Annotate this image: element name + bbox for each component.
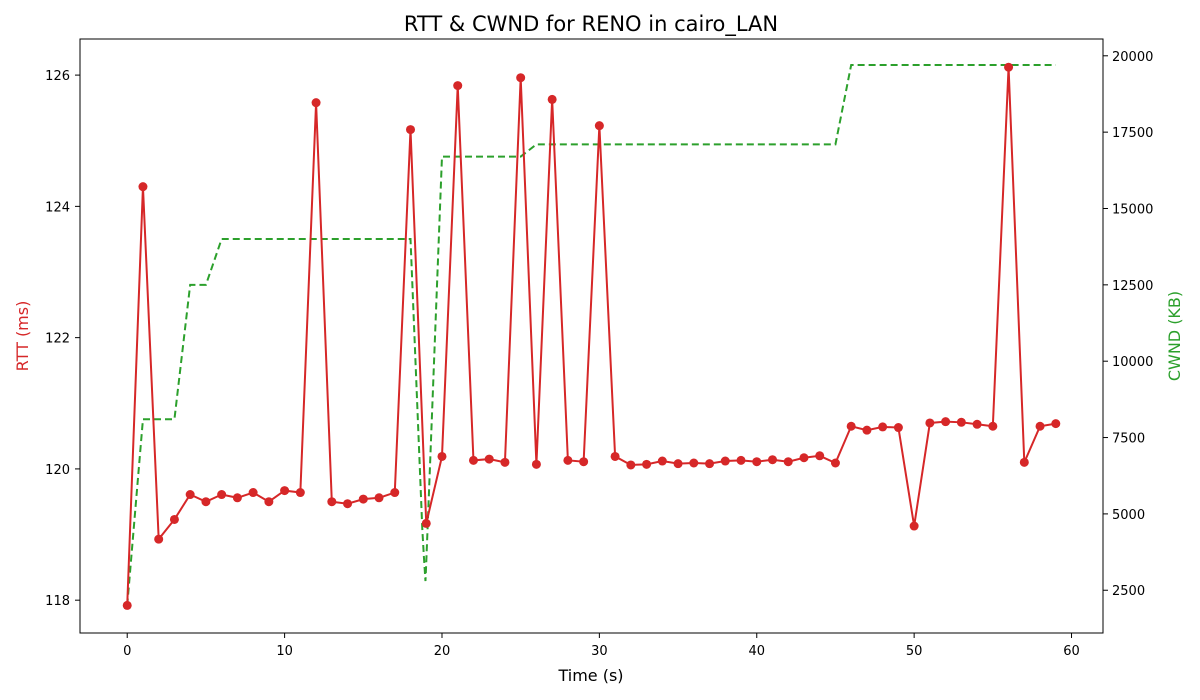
rtt-point: [1019, 457, 1029, 467]
y-right-tick-label: 20000: [1112, 50, 1153, 65]
rtt-series: [122, 62, 1061, 610]
rtt-point: [154, 534, 164, 544]
x-axis-ticks: 0 10 20 30 40 50 60: [123, 633, 1080, 659]
rtt-point: [547, 94, 557, 104]
y-right-tick-label: 10000: [1112, 355, 1153, 370]
rtt-point: [720, 456, 730, 466]
rtt-point: [531, 459, 541, 469]
rtt-point: [563, 455, 573, 465]
rtt-point: [232, 493, 242, 503]
rtt-point: [941, 417, 951, 427]
rtt-point: [862, 425, 872, 435]
rtt-point: [1051, 419, 1061, 429]
plot-frame: [79, 38, 1104, 634]
rtt-point: [500, 457, 510, 467]
y-right-tick-label: 5000: [1112, 508, 1145, 523]
rtt-point: [689, 458, 699, 468]
rtt-point: [453, 81, 463, 91]
rtt-point: [217, 490, 227, 500]
rtt-point: [626, 460, 636, 470]
rtt-point: [972, 419, 982, 429]
y-right-tick-label: 2500: [1112, 584, 1145, 599]
rtt-point: [248, 488, 258, 498]
rtt-point: [327, 497, 337, 507]
rtt-point: [374, 493, 384, 503]
rtt-point: [988, 421, 998, 431]
rtt-point: [909, 521, 919, 531]
rtt-point: [642, 459, 652, 469]
rtt-point: [579, 457, 589, 467]
rtt-point: [122, 600, 132, 610]
rtt-point: [421, 518, 431, 528]
rtt-point: [390, 488, 400, 498]
rtt-point: [752, 457, 762, 467]
y-right-tick-label: 17500: [1112, 126, 1153, 141]
y-right-tick-label: 12500: [1112, 279, 1153, 294]
chart-title: RTT & CWND for RENO in cairo_LAN: [404, 12, 778, 37]
y-right-tick-label: 15000: [1112, 202, 1153, 217]
rtt-point: [1035, 421, 1045, 431]
y-left-tick-label: 120: [45, 463, 70, 478]
rtt-point: [516, 73, 526, 83]
y-left-tick-label: 122: [45, 332, 70, 347]
x-tick-label: 30: [591, 644, 608, 659]
rtt-point: [610, 451, 620, 461]
y-right-tick-label: 7500: [1112, 432, 1145, 447]
x-tick-label: 40: [748, 644, 765, 659]
cwnd-series: [126, 63, 1056, 606]
rtt-point: [185, 490, 195, 500]
rtt-point: [484, 454, 494, 464]
cwnd-line: [126, 63, 1056, 606]
rtt-point: [201, 497, 211, 507]
rtt-point: [956, 417, 966, 427]
rtt-point: [705, 459, 715, 469]
rtt-point: [280, 486, 290, 496]
rtt-point: [673, 459, 683, 469]
rtt-point: [736, 455, 746, 465]
rtt-point: [311, 98, 321, 108]
x-tick-label: 50: [906, 644, 923, 659]
rtt-point: [295, 488, 305, 498]
rtt-point: [406, 125, 416, 135]
rtt-point: [358, 494, 368, 504]
rtt-point: [343, 499, 353, 509]
x-tick-label: 60: [1063, 644, 1080, 659]
rtt-point: [830, 458, 840, 468]
rtt-point: [594, 121, 604, 131]
rtt-point: [264, 497, 274, 507]
y-left-tick-label: 118: [45, 594, 70, 609]
x-axis-label: Time (s): [557, 666, 623, 685]
x-tick-label: 0: [123, 644, 131, 659]
y-right-axis-ticks: 2500 5000 7500 10000 12500 15000 17500 20000: [1103, 50, 1153, 599]
rtt-point: [169, 514, 179, 524]
rtt-point: [815, 451, 825, 461]
rtt-point: [846, 421, 856, 431]
y-left-tick-label: 126: [45, 69, 70, 84]
x-tick-label: 10: [276, 644, 293, 659]
y-right-axis-label: CWND (KB): [1165, 291, 1184, 381]
rtt-point: [1004, 62, 1014, 72]
y-left-axis-ticks: 118 120 122 124 126: [45, 69, 80, 609]
rtt-point: [925, 418, 935, 428]
rtt-point: [783, 457, 793, 467]
rtt-point: [799, 453, 809, 463]
rtt-point: [878, 422, 888, 432]
rtt-point: [893, 423, 903, 433]
rtt-point: [468, 455, 478, 465]
x-tick-label: 20: [434, 644, 451, 659]
y-left-axis-label: RTT (ms): [13, 301, 32, 372]
rtt-point: [657, 456, 667, 466]
rtt-point: [138, 182, 148, 192]
y-left-tick-label: 124: [45, 200, 70, 215]
rtt-point: [767, 455, 777, 465]
rtt-point: [437, 451, 447, 461]
